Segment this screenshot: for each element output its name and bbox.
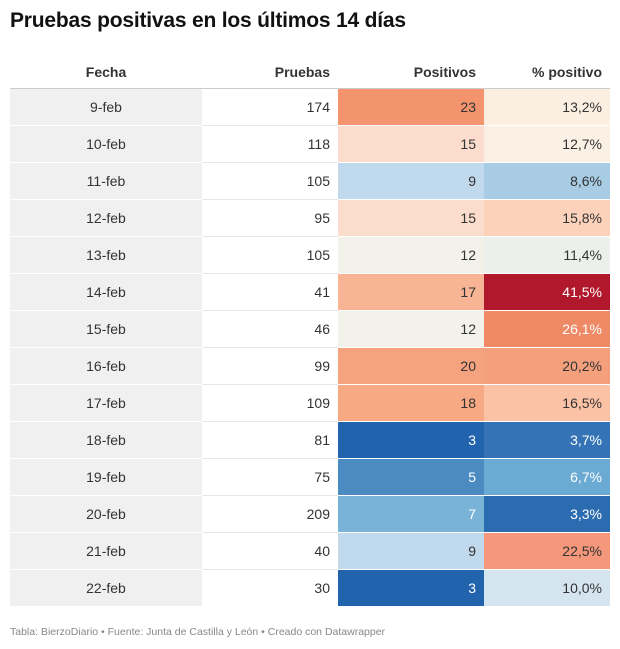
cell-fecha: 22-feb — [10, 569, 202, 606]
cell-pruebas: 81 — [202, 421, 338, 459]
cell-pruebas: 75 — [202, 458, 338, 496]
data-table: Fecha Pruebas Positivos % positivo 9-feb… — [10, 55, 610, 606]
cell-pruebas: 118 — [202, 125, 338, 163]
cell-fecha: 10-feb — [10, 125, 202, 163]
cell-positivos: 15 — [338, 125, 484, 163]
cell-porcentaje: 8,6% — [484, 162, 610, 200]
cell-positivos: 18 — [338, 384, 484, 422]
cell-fecha: 19-feb — [10, 458, 202, 496]
table-row: 15-feb 46 12 26,1% — [10, 310, 610, 348]
cell-fecha: 11-feb — [10, 162, 202, 200]
page-title: Pruebas positivas en los últimos 14 días — [10, 9, 406, 32]
column-header-porcentaje[interactable]: % positivo — [531, 63, 602, 80]
cell-positivos: 3 — [338, 569, 484, 606]
cell-fecha: 14-feb — [10, 273, 202, 311]
cell-porcentaje: 41,5% — [484, 273, 610, 311]
cell-positivos: 5 — [338, 458, 484, 496]
table-row: 21-feb 40 9 22,5% — [10, 532, 610, 570]
table-row: 10-feb 118 15 12,7% — [10, 125, 610, 163]
cell-porcentaje: 20,2% — [484, 347, 610, 385]
cell-porcentaje: 15,8% — [484, 199, 610, 237]
cell-porcentaje: 26,1% — [484, 310, 610, 348]
table-row: 20-feb 209 7 3,3% — [10, 495, 610, 533]
cell-pruebas: 105 — [202, 236, 338, 274]
cell-pruebas: 109 — [202, 384, 338, 422]
cell-fecha: 15-feb — [10, 310, 202, 348]
table-row: 12-feb 95 15 15,8% — [10, 199, 610, 237]
cell-positivos: 12 — [338, 236, 484, 274]
cell-pruebas: 46 — [202, 310, 338, 348]
cell-fecha: 21-feb — [10, 532, 202, 570]
table-body: 9-feb 174 23 13,2% 10-feb 118 15 12,7% 11-feb 105… — [10, 88, 610, 606]
cell-positivos: 23 — [338, 88, 484, 126]
cell-pruebas: 40 — [202, 532, 338, 570]
table-row: 17-feb 109 18 16,5% — [10, 384, 610, 422]
cell-fecha: 20-feb — [10, 495, 202, 533]
cell-positivos: 7 — [338, 495, 484, 533]
cell-positivos: 17 — [338, 273, 484, 311]
cell-positivos: 3 — [338, 421, 484, 459]
cell-fecha: 13-feb — [10, 236, 202, 274]
table-row: 16-feb 99 20 20,2% — [10, 347, 610, 385]
cell-porcentaje: 3,3% — [484, 495, 610, 533]
cell-positivos: 20 — [338, 347, 484, 385]
cell-fecha: 9-feb — [10, 88, 202, 126]
cell-porcentaje: 6,7% — [484, 458, 610, 496]
cell-pruebas: 41 — [202, 273, 338, 311]
column-header-fecha[interactable]: Fecha — [85, 63, 127, 80]
cell-fecha: 18-feb — [10, 421, 202, 459]
cell-pruebas: 105 — [202, 162, 338, 200]
table-row: 19-feb 75 5 6,7% — [10, 458, 610, 496]
cell-pruebas: 30 — [202, 569, 338, 606]
cell-porcentaje: 16,5% — [484, 384, 610, 422]
cell-positivos: 15 — [338, 199, 484, 237]
cell-pruebas: 99 — [202, 347, 338, 385]
cell-pruebas: 209 — [202, 495, 338, 533]
cell-porcentaje: 12,7% — [484, 125, 610, 163]
column-header-pruebas[interactable]: Pruebas — [274, 63, 330, 80]
table-row: 18-feb 81 3 3,7% — [10, 421, 610, 459]
table-row: 9-feb 174 23 13,2% — [10, 88, 610, 126]
cell-porcentaje: 22,5% — [484, 532, 610, 570]
table-row: 22-feb 30 3 10,0% — [10, 569, 610, 606]
cell-pruebas: 95 — [202, 199, 338, 237]
table-header-row: Fecha Pruebas Positivos % positivo — [10, 55, 610, 89]
cell-fecha: 12-feb — [10, 199, 202, 237]
cell-porcentaje: 10,0% — [484, 569, 610, 606]
table-row: 14-feb 41 17 41,5% — [10, 273, 610, 311]
cell-positivos: 9 — [338, 532, 484, 570]
footer-credit: Tabla: BierzoDiario • Fuente: Junta de C… — [10, 626, 386, 638]
table-row: 11-feb 105 9 8,6% — [10, 162, 610, 200]
cell-fecha: 16-feb — [10, 347, 202, 385]
cell-fecha: 17-feb — [10, 384, 202, 422]
cell-porcentaje: 13,2% — [484, 88, 610, 126]
cell-porcentaje: 11,4% — [484, 236, 610, 274]
cell-porcentaje: 3,7% — [484, 421, 610, 459]
cell-positivos: 9 — [338, 162, 484, 200]
cell-pruebas: 174 — [202, 88, 338, 126]
table-row: 13-feb 105 12 11,4% — [10, 236, 610, 274]
cell-positivos: 12 — [338, 310, 484, 348]
column-header-positivos[interactable]: Positivos — [413, 63, 476, 80]
